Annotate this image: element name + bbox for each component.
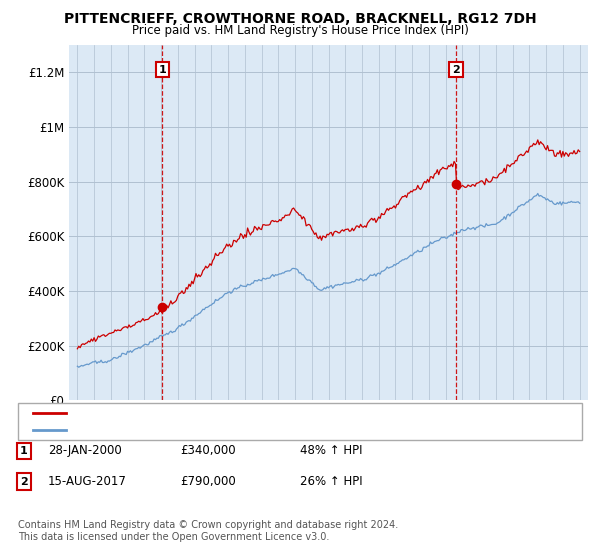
Text: PITTENCRIEFF, CROWTHORNE ROAD, BRACKNELL, RG12 7DH: PITTENCRIEFF, CROWTHORNE ROAD, BRACKNELL… — [64, 12, 536, 26]
Text: 26% ↑ HPI: 26% ↑ HPI — [300, 475, 362, 488]
Text: 1: 1 — [20, 446, 28, 456]
Text: £790,000: £790,000 — [180, 475, 236, 488]
Text: Price paid vs. HM Land Registry's House Price Index (HPI): Price paid vs. HM Land Registry's House … — [131, 24, 469, 36]
Text: This data is licensed under the Open Government Licence v3.0.: This data is licensed under the Open Gov… — [18, 532, 329, 542]
Text: 28-JAN-2000: 28-JAN-2000 — [48, 444, 122, 458]
Text: 48% ↑ HPI: 48% ↑ HPI — [300, 444, 362, 458]
Text: 1: 1 — [158, 65, 166, 74]
Text: £340,000: £340,000 — [180, 444, 236, 458]
Text: 2: 2 — [452, 65, 460, 74]
Text: PITTENCRIEFF, CROWTHORNE ROAD, BRACKNELL, RG12 7DH (detached house): PITTENCRIEFF, CROWTHORNE ROAD, BRACKNELL… — [72, 408, 484, 418]
Text: Contains HM Land Registry data © Crown copyright and database right 2024.: Contains HM Land Registry data © Crown c… — [18, 520, 398, 530]
Text: 15-AUG-2017: 15-AUG-2017 — [48, 475, 127, 488]
Text: 2: 2 — [20, 477, 28, 487]
Text: HPI: Average price, detached house, Bracknell Forest: HPI: Average price, detached house, Brac… — [72, 425, 349, 435]
